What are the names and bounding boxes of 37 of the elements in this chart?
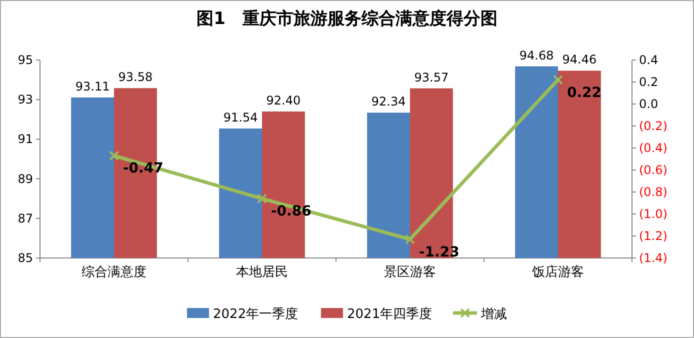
y2-tick-label: (0.2) xyxy=(639,119,668,133)
x-tick-label: 景区游客 xyxy=(384,264,436,280)
point xyxy=(405,234,415,244)
legend-label: 2022年一季度 xyxy=(213,306,298,322)
data-label: 91.54 xyxy=(223,110,258,125)
x-tick-label: 本地居民 xyxy=(236,265,288,280)
chart-title: 图1 重庆市旅游服务综合满意度得分图 xyxy=(196,9,498,29)
y2-tick-label: 0.4 xyxy=(639,53,658,67)
y-tick-label: 87 xyxy=(18,211,33,226)
y-tick-label: 93 xyxy=(18,92,33,107)
data-label: 93.58 xyxy=(118,70,153,84)
x-tick-label: 综合满意度 xyxy=(82,264,146,280)
y2-tick-label: (0.8) xyxy=(639,185,668,199)
legend-label: 增减 xyxy=(480,307,507,322)
point xyxy=(109,150,119,161)
y2-tick-label: (1.2) xyxy=(639,229,668,243)
data-label: 94.68 xyxy=(519,48,554,62)
y2-tick-label: (0.6) xyxy=(639,163,668,177)
data-label: 0.22 xyxy=(567,84,602,101)
y2-tick-label: (1.0) xyxy=(639,207,668,221)
y2-tick-label: (1.4) xyxy=(639,251,668,265)
legend-label: 2021年四季度 xyxy=(347,306,432,322)
y2-tick-label: 0.0 xyxy=(639,97,658,111)
x-tick-label: 饭店游客 xyxy=(531,264,584,280)
point xyxy=(257,194,267,204)
data-label: 93.11 xyxy=(75,79,110,94)
point xyxy=(553,74,563,85)
y-tick-label: 91 xyxy=(18,132,33,146)
data-label: 94.46 xyxy=(562,52,597,67)
y-tick-label: 85 xyxy=(18,251,33,265)
data-label: 93.57 xyxy=(414,70,449,84)
data-label: 92.34 xyxy=(371,94,406,109)
y2-tick-label: 0.2 xyxy=(639,75,658,89)
y-tick-label: 95 xyxy=(18,53,33,67)
y2-tick-label: (0.4) xyxy=(639,141,668,155)
data-label: 92.40 xyxy=(266,93,301,108)
y-tick-label: 89 xyxy=(18,172,33,186)
